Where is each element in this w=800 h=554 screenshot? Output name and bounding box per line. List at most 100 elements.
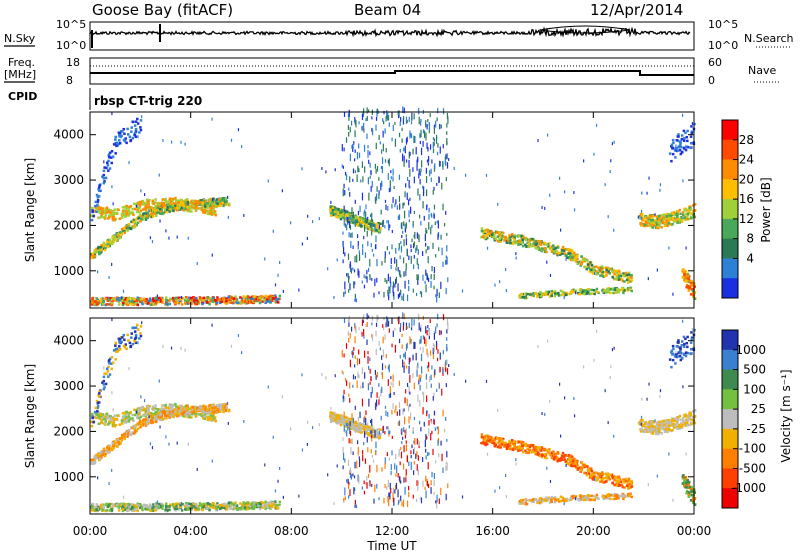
power-cell <box>398 247 400 251</box>
velocity-cell <box>135 506 139 510</box>
power-cell <box>156 206 160 210</box>
power-cell <box>105 166 108 170</box>
velocity-cell <box>103 454 107 458</box>
power-scatter <box>90 106 697 307</box>
power-cell <box>160 296 164 300</box>
power-cell <box>121 130 124 133</box>
power-cell <box>144 209 148 212</box>
power-cell <box>95 210 98 214</box>
power-cell <box>547 245 550 248</box>
power-cell <box>215 201 218 205</box>
velocity-cell <box>255 505 258 509</box>
velocity-cell <box>118 505 121 508</box>
power-cell <box>541 206 543 210</box>
power-cell <box>380 209 382 215</box>
power-cell <box>176 208 179 212</box>
velocity-cell <box>222 502 225 506</box>
power-cell <box>561 245 565 249</box>
velocity-cell <box>222 410 225 414</box>
power-cell <box>373 292 375 298</box>
velocity-cell <box>161 410 165 413</box>
power-cell <box>496 231 499 234</box>
velocity-cell <box>343 418 347 421</box>
power-cell <box>358 152 361 159</box>
power-cell <box>125 211 128 214</box>
power-cell <box>269 298 273 302</box>
velocity-cell <box>208 503 212 506</box>
power-cell <box>117 234 120 238</box>
power-cell <box>574 254 577 257</box>
velocity-cell <box>197 408 200 411</box>
power-cell <box>406 192 408 200</box>
power-cell <box>650 217 654 221</box>
power-cell <box>625 278 629 282</box>
power-cell <box>406 294 409 301</box>
power-cell <box>332 211 335 215</box>
power-cell <box>558 251 561 255</box>
power-cell <box>680 150 684 154</box>
velocity-cell <box>368 428 372 431</box>
velocity-cell <box>333 412 336 415</box>
power-cell <box>121 296 123 300</box>
velocity-cell <box>201 508 204 512</box>
velocity-cell <box>102 383 106 386</box>
power-cell <box>131 211 134 214</box>
velocity-cell <box>215 407 218 411</box>
power-cell <box>487 230 490 234</box>
power-cell <box>227 295 231 299</box>
power-cell <box>90 218 94 222</box>
velocity-cell <box>131 417 134 420</box>
power-cell <box>352 221 355 224</box>
power-cell <box>656 217 660 221</box>
power-cell <box>115 297 119 300</box>
power-cell <box>490 230 493 233</box>
power-cell <box>437 107 439 114</box>
power-cell <box>445 177 447 182</box>
power-cell <box>612 288 615 291</box>
velocity-cell <box>102 375 106 379</box>
power-cell <box>94 300 98 303</box>
power-cell <box>311 220 314 224</box>
power-cell <box>173 202 176 205</box>
velocity-cell <box>91 412 94 416</box>
power-cell <box>137 298 140 301</box>
power-cell <box>150 300 154 304</box>
power-cell <box>174 206 177 210</box>
power-cell <box>350 221 353 224</box>
power-cell <box>163 205 167 209</box>
velocity-cell <box>110 447 114 450</box>
power-cell <box>621 279 625 283</box>
freq-panel <box>89 57 695 85</box>
power-cell <box>365 219 369 222</box>
power-cell <box>379 222 382 226</box>
power-cell <box>518 296 522 299</box>
power-cell <box>93 302 97 306</box>
power-cell <box>579 260 582 263</box>
velocity-cell <box>122 333 125 337</box>
velocity-cell <box>175 406 178 410</box>
power-cell <box>354 298 356 302</box>
velocity-cell <box>144 409 148 413</box>
power-cell <box>350 120 353 126</box>
power-cell <box>508 234 511 237</box>
velocity-cell <box>112 446 115 450</box>
power-cell <box>233 299 236 302</box>
power-cell <box>677 219 680 223</box>
power-cell <box>343 205 345 212</box>
power-cell <box>367 216 369 220</box>
power-cell <box>557 294 561 297</box>
power-cell <box>391 137 393 142</box>
velocity-cell <box>96 410 99 413</box>
velocity-cell <box>110 506 114 509</box>
power-cell <box>688 206 691 210</box>
velocity-cell <box>122 433 126 436</box>
velocity-cell <box>147 508 150 511</box>
power-cell <box>104 297 108 301</box>
power-cell <box>125 300 129 304</box>
power-cell <box>336 258 338 262</box>
nave-tick-top: 60 <box>708 56 722 69</box>
power-cell <box>111 185 113 189</box>
velocity-cell <box>139 325 143 328</box>
power-cell <box>553 250 556 253</box>
power-cell <box>264 257 266 261</box>
